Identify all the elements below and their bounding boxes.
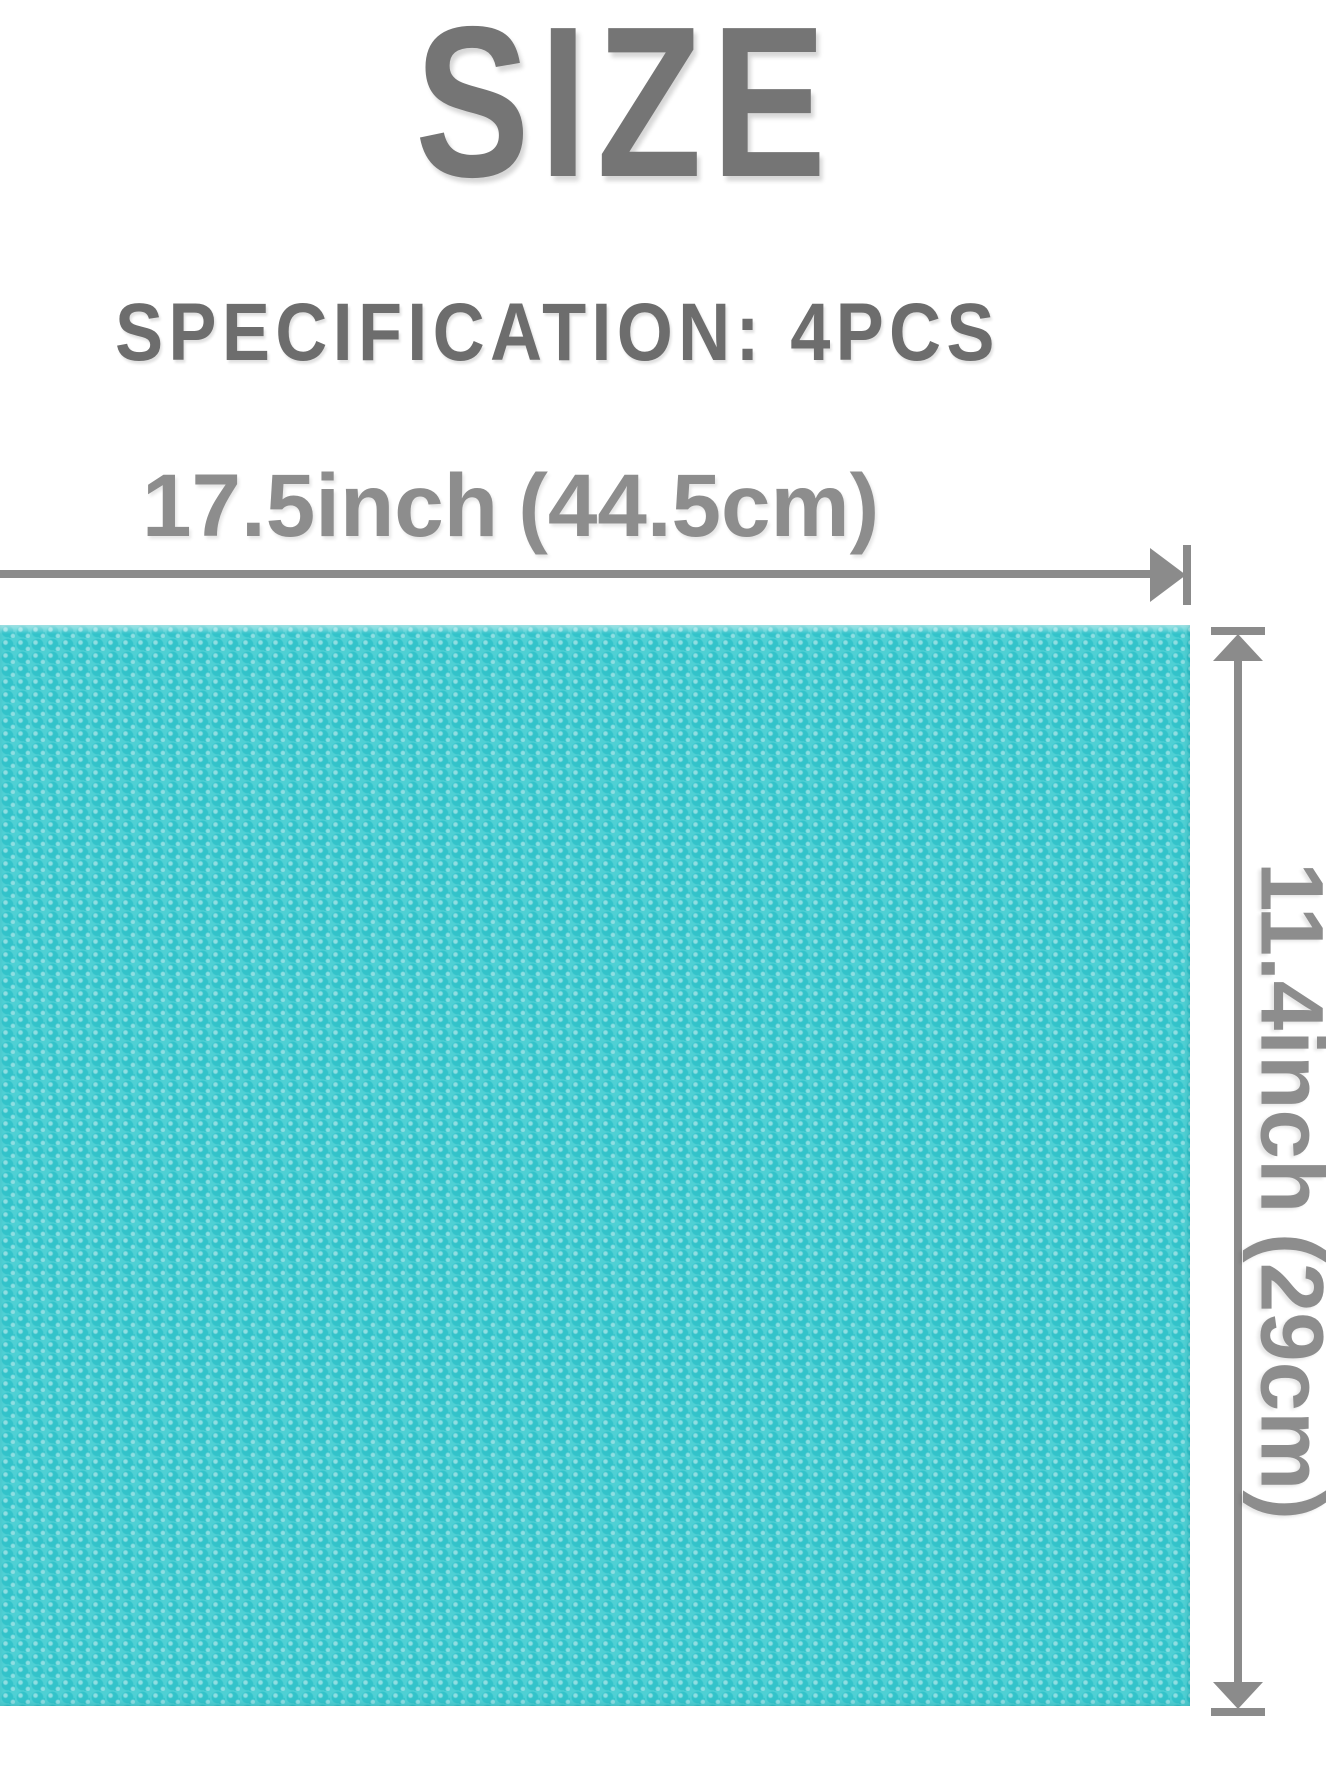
height-value: 11.4inch (1242, 862, 1340, 1214)
width-dimension-label: 17.5inch (44.5cm) (142, 461, 879, 550)
width-value: 17.5inch (142, 455, 499, 555)
width-end-tick (1183, 545, 1191, 605)
vertical-dimension-line (1234, 656, 1242, 1688)
height-dimension-label: 11.4inch (29cm) (1243, 862, 1340, 1520)
arrow-right-icon (1150, 548, 1186, 602)
height-bottom-tick (1211, 1708, 1265, 1716)
product-mat (0, 625, 1190, 1706)
width-metric: (44.5cm) (518, 455, 880, 555)
arrow-down-icon (1213, 1682, 1263, 1709)
horizontal-dimension-line (0, 570, 1152, 578)
specification-text: SPECIFICATION: 4PCS (115, 287, 1000, 378)
page-title: SIZE (415, 0, 836, 222)
height-top-tick (1211, 627, 1265, 635)
height-metric: (29cm) (1242, 1233, 1340, 1521)
